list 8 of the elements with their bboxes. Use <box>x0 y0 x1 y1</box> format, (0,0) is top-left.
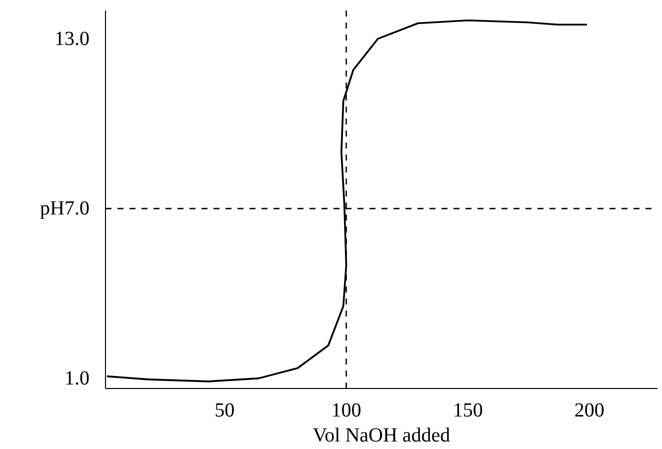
y-tick-label: 13.0 <box>54 28 90 50</box>
x-tick-label: 150 <box>452 400 483 422</box>
y-tick-label: pH7.0 <box>40 198 90 220</box>
x-tick-label: 100 <box>331 400 362 422</box>
y-tick-label: 1.0 <box>64 367 90 390</box>
x-tick-label: 200 <box>574 400 604 422</box>
x-tick-label: 50 <box>214 400 235 422</box>
x-axis-title: Vol NaOH added <box>312 424 450 446</box>
